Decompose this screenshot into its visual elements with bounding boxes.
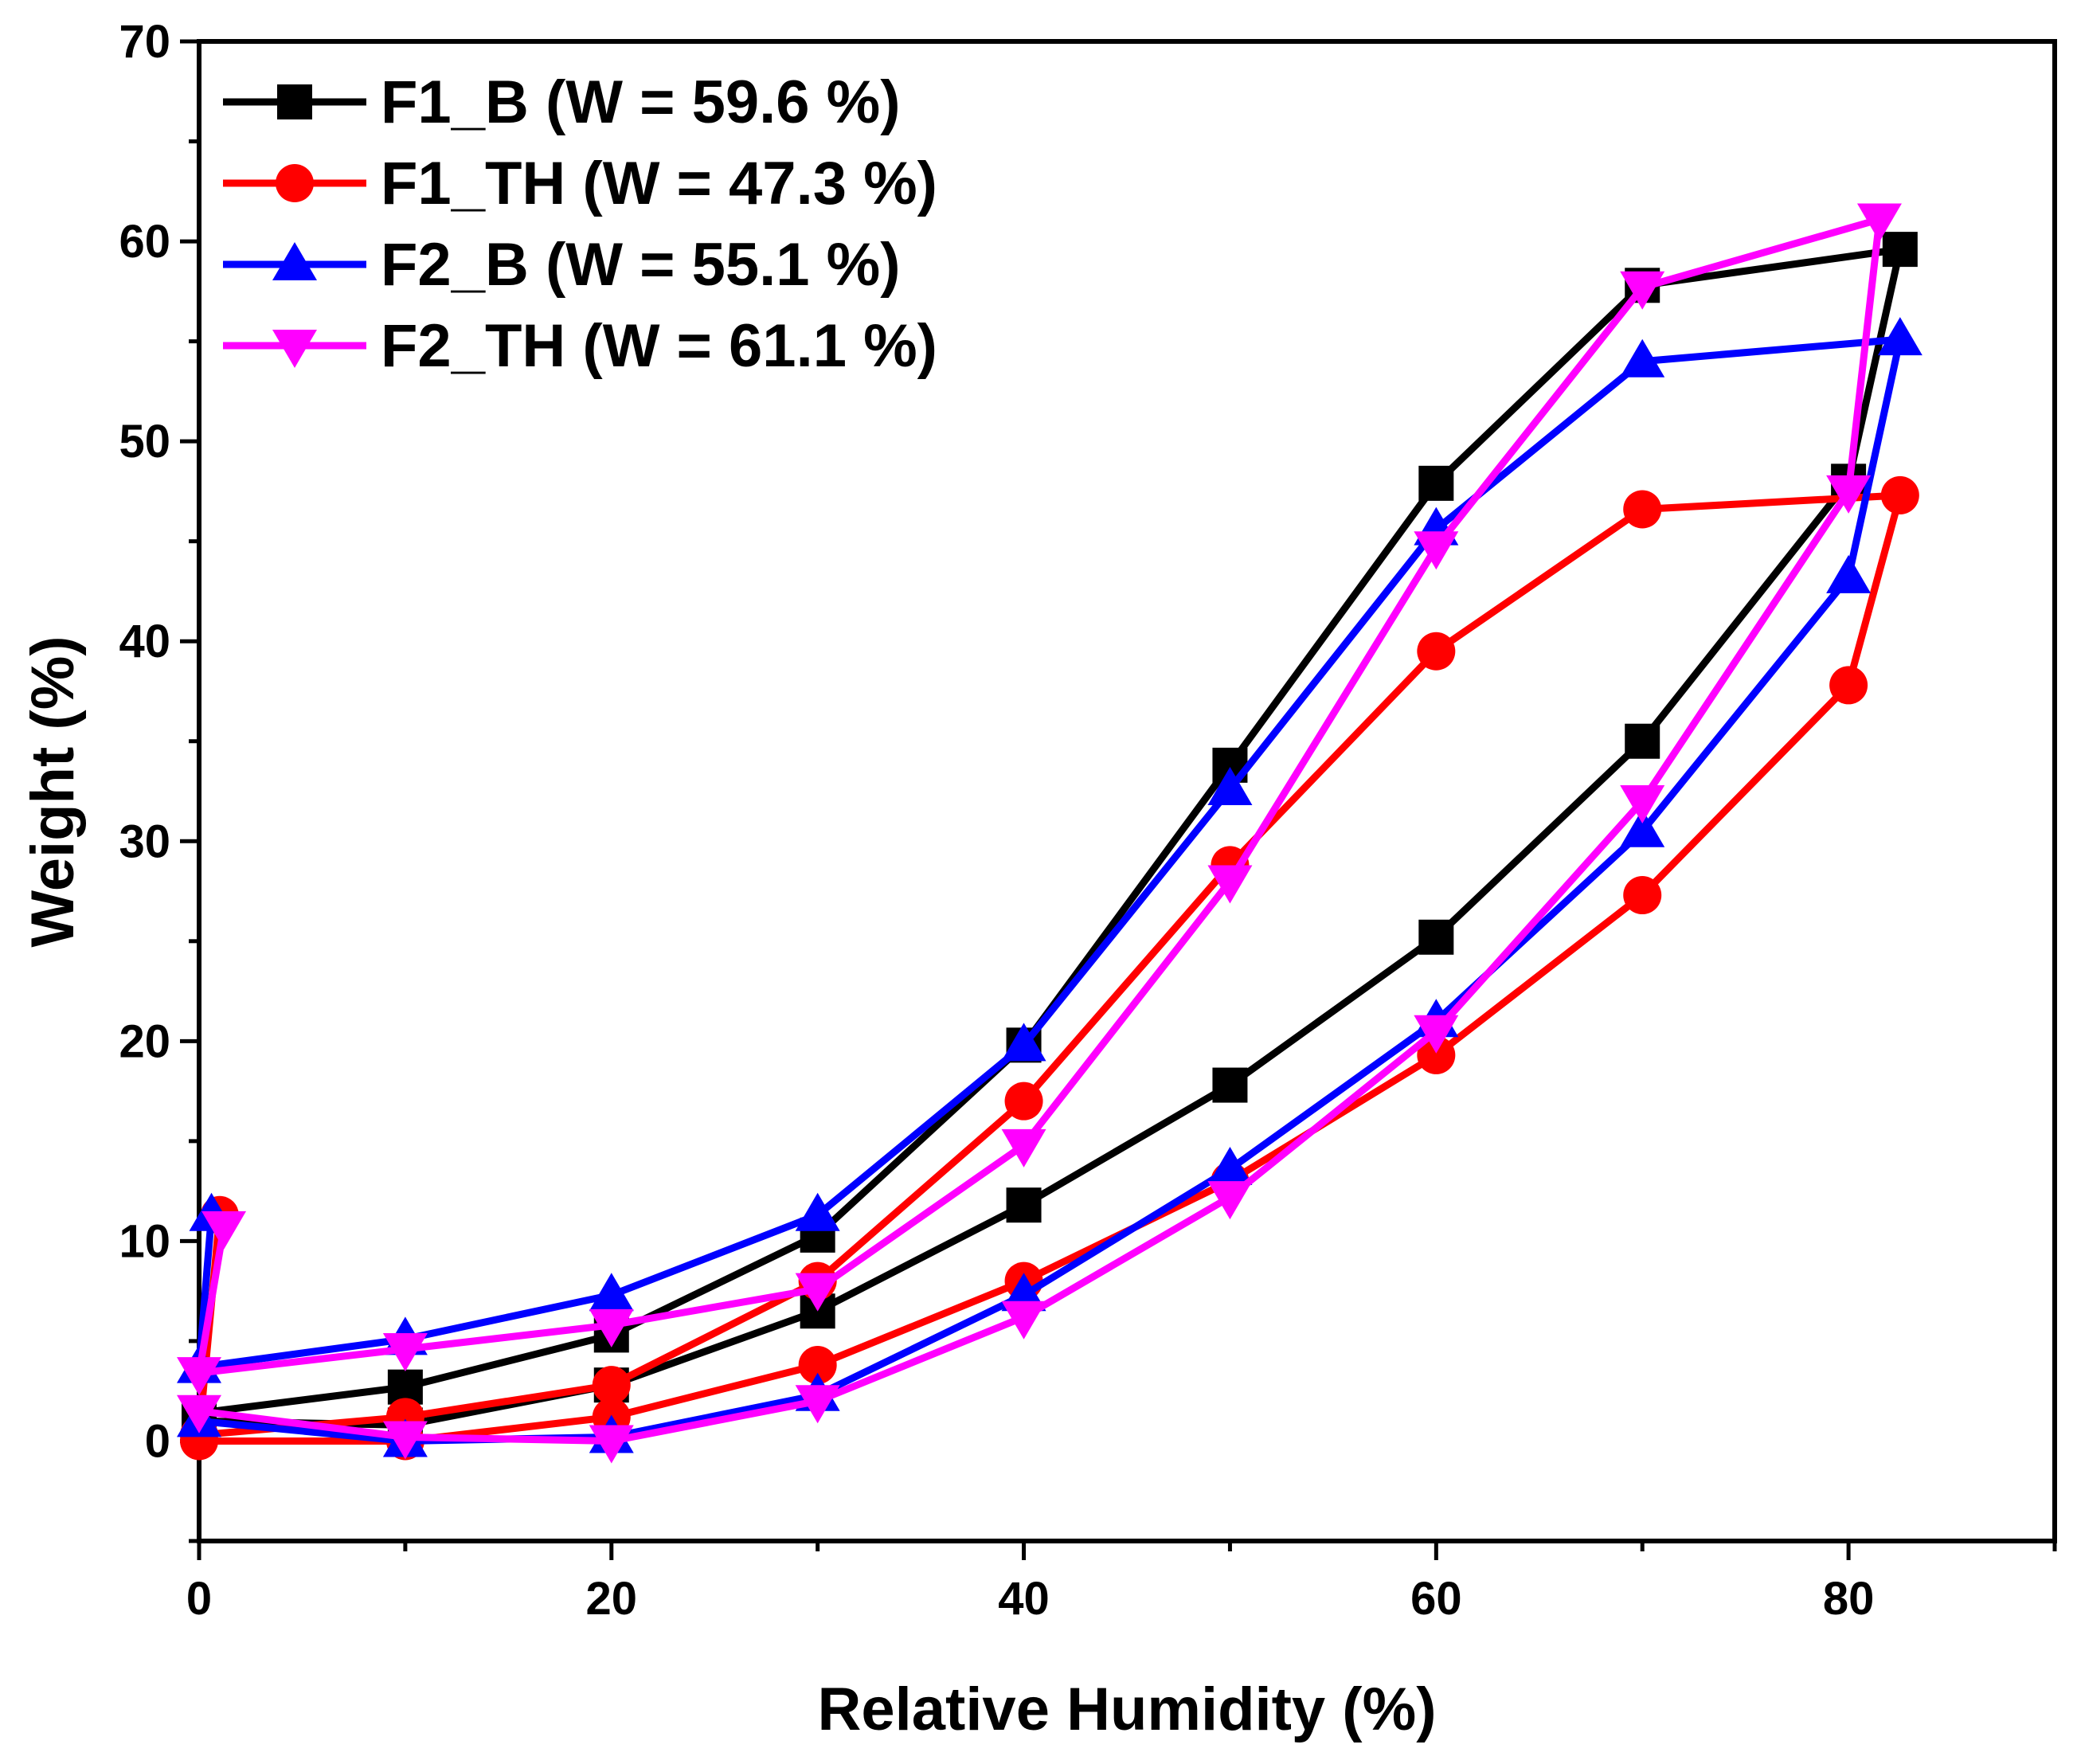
series-2 [180, 475, 1919, 1461]
data-point [1207, 1147, 1253, 1186]
data-point [1414, 1015, 1459, 1054]
x-axis-ticks: 0 20 40 60 80 [186, 1541, 2057, 1625]
data-point [1620, 785, 1665, 824]
data-point [1625, 723, 1660, 759]
series-line [198, 245, 1904, 1429]
data-point [1417, 1035, 1456, 1074]
legend-marker-f2-b [272, 242, 317, 280]
legend-marker-f1-b [277, 84, 312, 119]
data-point [798, 1346, 837, 1385]
y-tick-label: 40 [119, 616, 170, 667]
series-layer [177, 203, 1922, 1464]
legend-marker-f2-th [272, 330, 317, 368]
data-point [1418, 465, 1454, 501]
data-point [1212, 1067, 1248, 1103]
legend-marker-f1-th [276, 164, 314, 202]
y-tick-label: 0 [145, 1415, 170, 1467]
x-tick-label: 60 [1410, 1573, 1462, 1625]
y-tick-label: 20 [119, 1015, 170, 1067]
data-point [382, 1332, 428, 1371]
data-point [1826, 554, 1872, 593]
x-tick-label: 80 [1823, 1573, 1875, 1625]
data-point [1829, 666, 1868, 705]
y-tick-label: 50 [119, 416, 170, 467]
data-point [795, 1385, 840, 1424]
data-point [1006, 1187, 1042, 1223]
data-point [1620, 271, 1665, 310]
legend-label-f1-th: F1_TH (W = 47.3 %) [381, 150, 937, 217]
data-point [1418, 919, 1454, 955]
x-tick-label: 20 [586, 1573, 638, 1625]
series-line [195, 215, 1883, 1445]
data-point [1826, 475, 1872, 514]
data-point [1207, 865, 1253, 904]
x-tick-label: 0 [186, 1573, 212, 1625]
data-point [592, 1366, 631, 1405]
y-tick-label: 30 [119, 816, 170, 867]
data-point [1620, 808, 1665, 847]
series-3 [177, 317, 1922, 1457]
y-tick-label: 60 [119, 216, 170, 268]
data-point [1001, 1301, 1046, 1340]
data-point [1623, 490, 1662, 529]
data-point [382, 1421, 428, 1460]
data-point [1417, 632, 1456, 671]
data-point [1623, 876, 1662, 915]
data-point [1856, 203, 1902, 242]
legend-label-f1-b: F1_B (W = 59.6 %) [381, 68, 901, 136]
x-tick-label: 40 [998, 1573, 1050, 1625]
data-point [177, 1394, 221, 1433]
data-point [1207, 766, 1253, 805]
data-point [1004, 1081, 1043, 1121]
data-point [589, 1308, 634, 1347]
plot-frame [197, 39, 2057, 1543]
y-axis-ticks: 0 10 20 30 40 50 60 70 [119, 16, 199, 1543]
data-point [1880, 475, 1919, 514]
data-point [589, 1425, 634, 1464]
legend: F1_B (W = 59.6 %) F1_TH (W = 47.3 %) F2_… [223, 68, 937, 380]
data-point [1207, 1181, 1253, 1220]
legend-label-f2-b: F2_B (W = 55.1 %) [381, 231, 901, 299]
data-point [1001, 1023, 1046, 1062]
y-tick-label: 70 [119, 16, 170, 68]
x-axis-title: Relative Humidity (%) [817, 1676, 1436, 1743]
data-point [795, 1192, 840, 1231]
data-point [1414, 531, 1459, 570]
legend-label-f2-th: F2_TH (W = 61.1 %) [381, 312, 937, 380]
data-point [1877, 317, 1922, 356]
data-point [1620, 338, 1665, 377]
data-point [795, 1273, 840, 1312]
data-point [1882, 232, 1918, 268]
y-axis-title: Weight (%) [19, 636, 87, 947]
data-point [1001, 1128, 1046, 1168]
series-4 [177, 203, 1902, 1464]
data-point [177, 1357, 221, 1396]
data-point [201, 1211, 247, 1250]
y-tick-label: 10 [119, 1215, 170, 1267]
data-point [589, 1273, 634, 1312]
